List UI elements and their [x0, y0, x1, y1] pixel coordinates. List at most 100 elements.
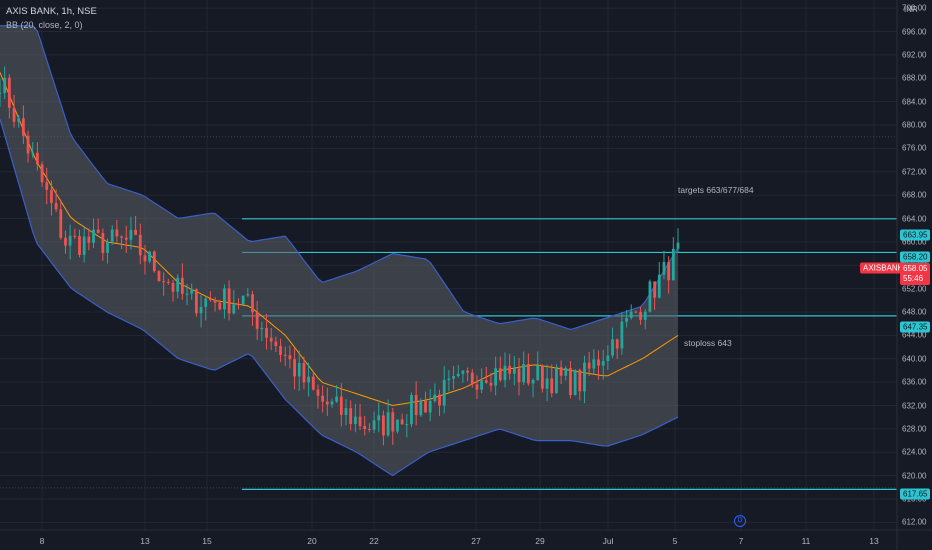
candle-body [405, 424, 409, 426]
time-tick-label: 20 [307, 536, 317, 546]
candle-body [59, 209, 63, 238]
stoploss-annotation[interactable]: stoploss 643 [684, 338, 732, 348]
price-tick-label: 668.00 [902, 190, 927, 200]
candle-body [288, 355, 292, 360]
candle-body [21, 118, 25, 136]
candle-body [344, 408, 348, 415]
level-tag-617: 617.65 [900, 488, 931, 500]
candle-body [302, 362, 306, 383]
candle-body [17, 118, 21, 122]
candle-body [601, 361, 605, 366]
price-tick-label: 660.00 [902, 237, 927, 247]
candle-body [629, 311, 633, 318]
candle-body [433, 394, 437, 401]
candle-body [73, 235, 77, 237]
price-tick-label: 696.00 [902, 27, 927, 37]
price-tick-label: 620.00 [902, 471, 927, 481]
candle-body [148, 251, 152, 262]
candle-body [559, 367, 563, 376]
candle-body [307, 376, 311, 383]
candle-body [372, 420, 376, 430]
candle-body [442, 380, 446, 406]
candle-body [106, 241, 109, 253]
candle-body [96, 229, 100, 233]
time-tick-label: 22 [369, 536, 379, 546]
candle-body [283, 354, 287, 356]
indicator-legend[interactable]: BB (20, close, 2, 0) [6, 20, 83, 30]
candle-body [68, 235, 72, 246]
candle-body [82, 236, 86, 255]
candle-body [143, 255, 147, 262]
candle-body [583, 362, 586, 392]
candle-body [662, 261, 666, 275]
dividend-marker[interactable]: D [734, 515, 746, 527]
candle-body [606, 355, 610, 362]
candle-body [592, 359, 596, 369]
time-tick-label: 11 [801, 536, 811, 546]
candle-body [50, 189, 53, 203]
time-tick-label: 5 [672, 536, 678, 546]
candle-body [101, 232, 105, 253]
candle-body [223, 288, 226, 310]
candle-body [321, 395, 325, 402]
time-tick-label: 29 [535, 536, 545, 546]
candle-body [185, 293, 189, 295]
candle-body [194, 289, 198, 314]
candle-body [349, 408, 353, 425]
candle-body [564, 368, 568, 376]
candle-body [470, 372, 474, 385]
candle-body [246, 294, 250, 296]
candle-body [237, 304, 240, 306]
candle-body [634, 311, 638, 313]
candle-body [367, 428, 371, 430]
candle-body [648, 281, 652, 312]
candle-body [255, 312, 259, 329]
candle-body [293, 359, 296, 377]
candle-body [87, 236, 91, 243]
candle-body [377, 415, 381, 421]
candle-body [31, 152, 35, 154]
candle-body [667, 261, 671, 281]
candle-body [526, 363, 530, 384]
candle-body [410, 394, 413, 425]
candle-body [498, 368, 502, 381]
candle-body [176, 277, 180, 292]
candle-body [545, 378, 549, 389]
candle-body [265, 327, 268, 338]
candle-body [657, 274, 661, 298]
candle-body [569, 368, 572, 395]
candle-body [587, 362, 591, 369]
candle-body [157, 271, 161, 282]
candle-body [653, 281, 657, 298]
price-tick-label: 676.00 [902, 143, 927, 153]
chart-title: AXIS BANK, 1h, NSE [6, 6, 97, 17]
candles[interactable] [0, 66, 680, 446]
candle-body [671, 248, 675, 281]
price-tick-label: 688.00 [902, 73, 927, 83]
candle-body [339, 396, 343, 415]
candle-body [400, 419, 404, 425]
candle-body [676, 242, 680, 249]
bollinger-fill [0, 25, 678, 476]
candle-body [615, 339, 619, 349]
price-tick-label: 680.00 [902, 120, 927, 130]
price-tick-label: 644.00 [902, 330, 927, 340]
candle-body [625, 317, 628, 322]
candle-body [152, 251, 156, 272]
candle-body [251, 294, 254, 313]
price-tick-label: 672.00 [902, 167, 927, 177]
candle-body [480, 380, 484, 390]
candle-body [213, 300, 217, 303]
candle-body [550, 378, 554, 394]
level-tag-647: 647.35 [900, 321, 931, 333]
time-tick-label: 15 [202, 536, 212, 546]
price-tick-label: 612.00 [902, 517, 927, 527]
candle-body [330, 401, 334, 405]
candle-body [120, 236, 123, 238]
candle-body [64, 237, 67, 246]
candle-body [325, 401, 329, 405]
candle-body [92, 229, 95, 243]
targets-annotation[interactable]: targets 663/677/684 [678, 185, 754, 195]
